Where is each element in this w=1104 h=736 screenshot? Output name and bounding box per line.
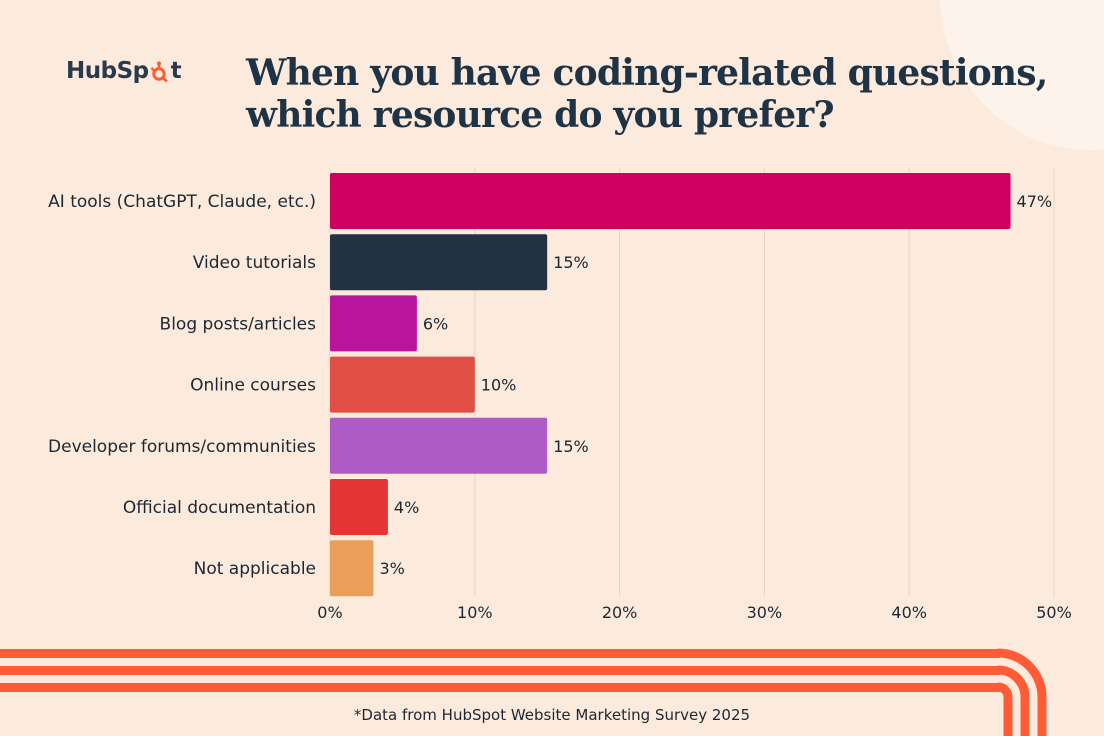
bars xyxy=(330,173,1011,597)
grid-lines xyxy=(329,168,1055,597)
data-label: 3% xyxy=(379,559,404,578)
stripe-curve xyxy=(997,648,1047,736)
data-label: 10% xyxy=(481,376,517,395)
bar xyxy=(330,540,374,597)
stripe-curve xyxy=(997,682,1013,736)
x-tick-label: 50% xyxy=(1036,603,1072,622)
category-label: Official documentation xyxy=(123,498,316,518)
chart-title: When you have coding-related questions, … xyxy=(246,52,1048,136)
data-label: 15% xyxy=(553,437,589,456)
x-tick-label: 30% xyxy=(747,603,783,622)
data-label: 4% xyxy=(394,498,419,517)
chart-title-line-2: which resource do you prefer? xyxy=(246,94,835,136)
sprocket-icon xyxy=(149,58,171,84)
chart-title-line-1: When you have coding-related questions, xyxy=(246,52,1048,94)
hubspot-logo: HubSp t xyxy=(66,58,182,84)
decorative-stripes xyxy=(0,648,1047,736)
data-label: 47% xyxy=(1017,192,1053,211)
category-label: Video tutorials xyxy=(193,253,316,273)
stripe-curve xyxy=(997,665,1030,736)
category-label: Online courses xyxy=(190,376,316,396)
data-label: 6% xyxy=(423,314,448,333)
bar xyxy=(330,479,388,535)
logo-text-end: t xyxy=(170,58,182,84)
category-label: Not applicable xyxy=(194,559,316,579)
category-label: Blog posts/articles xyxy=(160,314,317,334)
stripe xyxy=(0,649,1000,658)
category-label: AI tools (ChatGPT, Claude, etc.) xyxy=(48,192,316,212)
x-tick-label: 0% xyxy=(317,603,342,622)
bar xyxy=(330,417,548,474)
bar xyxy=(330,356,475,413)
bar xyxy=(330,234,548,291)
x-tick-label: 10% xyxy=(457,603,493,622)
stripe xyxy=(0,666,1000,675)
bar xyxy=(330,173,1011,229)
x-tick-label: 20% xyxy=(602,603,638,622)
x-axis-ticks: 0% 10% 20% 30% 40% 50% xyxy=(317,603,1071,622)
category-labels: AI tools (ChatGPT, Claude, etc.) Video tu… xyxy=(48,192,316,579)
footnote: *Data from HubSpot Website Marketing Sur… xyxy=(353,706,751,724)
stripe xyxy=(0,683,1000,692)
logo-text: HubSp xyxy=(66,58,149,84)
data-label: 15% xyxy=(553,253,589,272)
value-labels: 47% 15% 6% 10% 15% 4% 3% xyxy=(379,192,1052,578)
category-label: Developer forums/communities xyxy=(48,437,316,457)
x-tick-label: 40% xyxy=(891,603,927,622)
bar xyxy=(330,295,417,352)
